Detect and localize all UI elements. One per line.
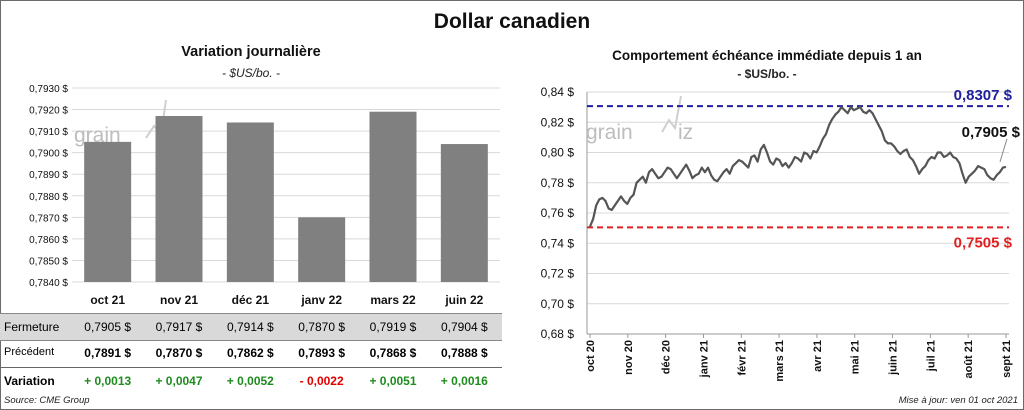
watermark-suffix: iz [678,121,693,144]
x-tick-label: sept 21 [1001,340,1013,378]
x-tick-label: juin 22 [444,293,483,307]
y-tick-label: 0,78 $ [541,176,575,190]
y-tick-label: 0,82 $ [541,115,575,129]
y-tick-label: 0,76 $ [541,206,575,220]
update-note: Mise à jour: ven 01 oct 2021 [898,395,1018,406]
table-cell: 0,7904 $ [440,320,488,334]
right-chart-title: Comportement échéance immédiate depuis 1… [612,48,922,63]
y-tick-label: 0,7920 $ [29,106,68,117]
y-tick-label: 0,70 $ [541,297,575,311]
right-chart-unit: - $US/bo. - [737,67,797,81]
y-tick-label: 0,72 $ [541,267,575,281]
watermark-mark [661,95,682,133]
y-tick-label: 0,68 $ [541,327,575,341]
y-tick-label: 0,7880 $ [29,192,68,203]
table-cell: + 0,0016 [440,374,488,388]
y-tick-label: 0,7910 $ [29,127,68,138]
y-tick-label: 0,84 $ [541,85,575,99]
x-tick-label: nov 20 [623,340,635,375]
watermark: grain [586,121,633,144]
table-cell: 0,7870 $ [155,346,203,360]
x-tick-label: juin 21 [888,340,900,376]
y-tick-label: 0,7900 $ [29,149,68,160]
high-label: 0,8307 $ [954,87,1013,104]
row-label: Fermeture [4,320,60,334]
left-bar-chart: 0,7840 $ 0,7850 $ 0,7860 $ 0,7870 $ 0,7880 $… [29,84,500,307]
table-cell: 0,7862 $ [226,346,274,360]
low-label: 0,7505 $ [954,234,1013,251]
x-tick-label: oct 21 [90,293,125,307]
table-cell: + 0,0047 [155,374,203,388]
x-tick-label: août 21 [963,340,975,379]
table-cell: + 0,0013 [84,374,132,388]
table-cell: 0,7888 $ [440,346,488,360]
table-cell: 0,7891 $ [84,346,132,360]
row-label: Variation [4,374,55,388]
table-cell: + 0,0051 [369,374,417,388]
x-tick-label: mars 21 [774,340,786,382]
bar-nov-21 [155,116,203,282]
bar-juin-22 [440,144,488,282]
watermark: grain [74,124,121,147]
price-series-line [588,106,1007,228]
table-row: Précédent 0,7891 $ 0,7870 $ 0,7862 $ 0,7893 … [0,340,502,366]
row-label: Précédent [4,346,55,358]
y-tick-label: 0,7930 $ [29,84,68,95]
table-cell: 0,7914 $ [226,320,274,334]
x-tick-label: nov 21 [160,293,198,307]
table-cell: 0,7917 $ [155,320,203,334]
x-tick-label: mars 22 [370,293,416,307]
x-tick-label: janv 21 [698,340,710,378]
y-tick-label: 0,7850 $ [29,256,68,267]
page-title: Dollar canadien [433,10,591,33]
bar-mars-22 [369,111,417,282]
table-row: Variation + 0,0013 + 0,0047 + 0,0052 - 0,002… [0,367,502,394]
x-tick-label: déc 20 [661,340,673,374]
right-line-chart: 0,68 $ 0,70 $ 0,72 $ 0,74 $ 0,76 $ 0,78 $ 0,80… [541,85,1021,382]
table-cell: 0,7893 $ [298,346,346,360]
y-tick-label: 0,7890 $ [29,170,68,181]
x-tick-label: oct 20 [585,340,597,372]
last-value-leader [999,138,1008,163]
table-cell: - 0,0022 [299,374,344,388]
y-tick-label: 0,7860 $ [29,235,68,246]
source-note: Source: CME Group [4,395,90,406]
y-tick-label: 0,7870 $ [29,213,68,224]
y-tick-label: 0,7840 $ [29,278,68,289]
table-row: Fermeture 0,7905 $ 0,7917 $ 0,7914 $ 0,7870 … [0,313,502,341]
y-tick-label: 0,74 $ [541,236,575,250]
table-cell: 0,7870 $ [298,320,346,334]
x-tick-label: mai 21 [850,340,862,374]
x-tick-label: janv 22 [300,293,342,307]
x-tick-label: févr 21 [736,340,748,375]
left-chart-title: Variation journalière [181,44,321,60]
last-value-label: 0,7905 $ [962,124,1021,141]
table-cell: 0,7919 $ [369,320,417,334]
x-tick-label: juil 21 [925,340,937,372]
table-cell: 0,7868 $ [369,346,417,360]
bar-déc-21 [226,122,274,282]
y-tick-label: 0,80 $ [541,146,575,160]
bar-oct-21 [84,141,132,282]
x-tick-label: déc 21 [232,293,270,307]
table-cell: + 0,0052 [226,374,274,388]
x-tick-label: avr 21 [812,340,824,372]
bar-janv-22 [298,217,346,282]
left-chart-unit: - $US/bo. - [221,66,281,80]
table-cell: 0,7905 $ [84,320,132,334]
